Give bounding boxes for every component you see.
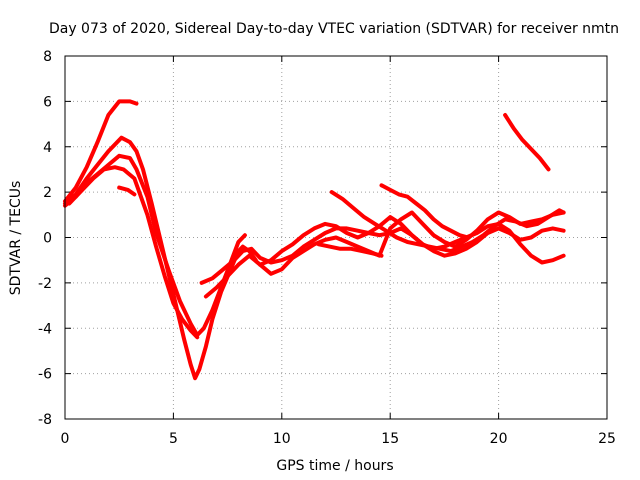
series-line-sat-1 bbox=[63, 99, 139, 204]
y-tick-label: -8 bbox=[38, 412, 52, 428]
x-tick-label: 10 bbox=[273, 431, 291, 447]
y-tick-label: 8 bbox=[43, 49, 52, 65]
y-tick-label: 4 bbox=[43, 140, 52, 156]
y-tick-label: -2 bbox=[38, 276, 52, 292]
y-tick-label: -6 bbox=[38, 367, 52, 383]
series-line-sat-11 bbox=[379, 183, 471, 240]
x-tick-label: 5 bbox=[169, 431, 178, 447]
x-axis-title: GPS time / hours bbox=[276, 458, 393, 474]
series-line-sat-5 bbox=[117, 185, 137, 197]
x-tick-label: 15 bbox=[381, 431, 399, 447]
series-line-sat-9 bbox=[329, 190, 566, 254]
series-line-sat-7 bbox=[203, 210, 566, 299]
series-line-sat-12 bbox=[503, 113, 551, 172]
y-tick-label: 6 bbox=[43, 94, 52, 110]
x-tick-label: 0 bbox=[61, 431, 70, 447]
series-line-sat-4 bbox=[67, 165, 200, 340]
series-group bbox=[63, 99, 566, 381]
series-line-sat-6 bbox=[199, 221, 566, 285]
series-line-sat-10 bbox=[316, 242, 384, 258]
grid bbox=[65, 56, 607, 419]
series-line-sat-8 bbox=[258, 215, 566, 267]
y-axis-title: SDTVAR / TECUs bbox=[8, 181, 24, 296]
y-tick-label: 2 bbox=[43, 185, 52, 201]
x-tick-label: 20 bbox=[490, 431, 508, 447]
x-tick-label: 25 bbox=[598, 431, 616, 447]
tick-labels: 0 5 10 15 20 25 -8 -6 -4 -2 0 2 4 6 8 bbox=[38, 49, 616, 447]
plot-frame bbox=[64, 55, 608, 420]
y-tick-label: 0 bbox=[43, 231, 52, 247]
chart-title: Day 073 of 2020, Sidereal Day-to-day VTE… bbox=[49, 21, 619, 37]
y-tick-label: -4 bbox=[38, 321, 52, 337]
